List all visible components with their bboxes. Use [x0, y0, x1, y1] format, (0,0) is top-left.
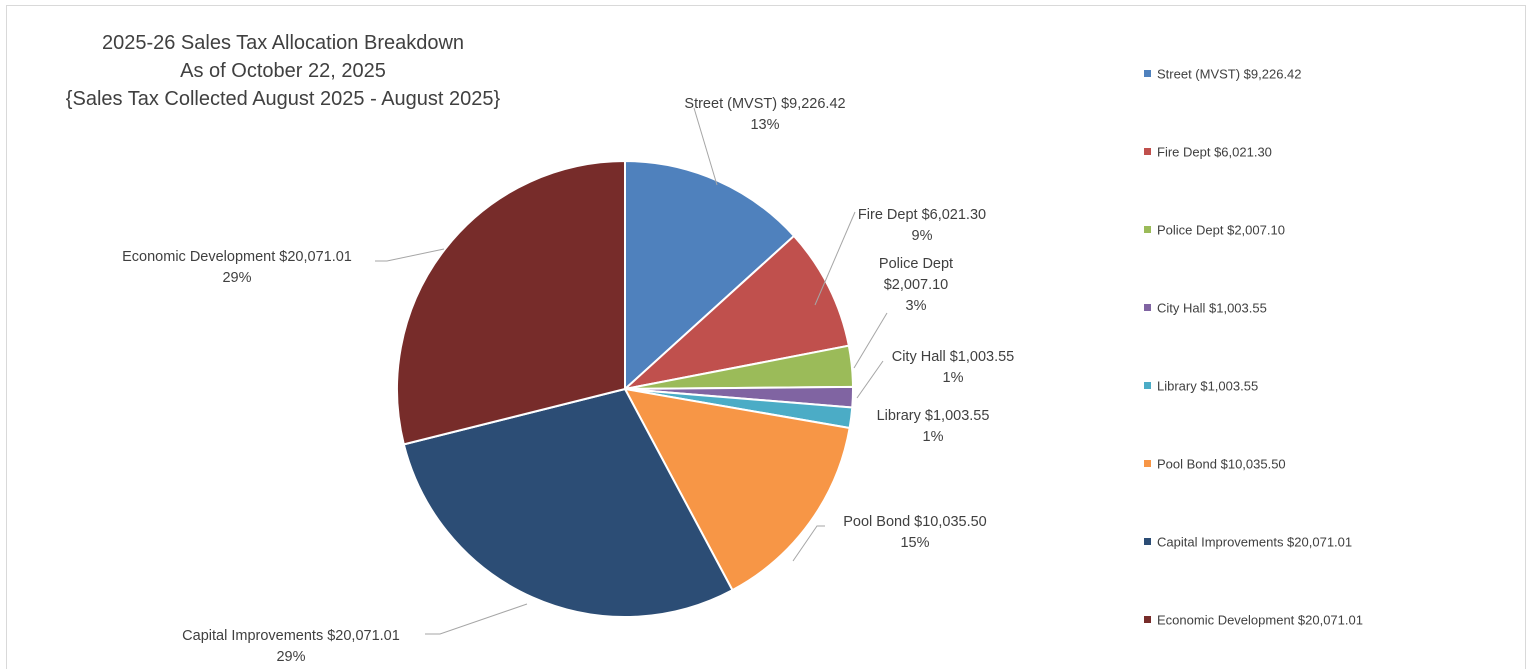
data-label-pool-bond: Pool Bond $10,035.50 15%: [843, 514, 987, 551]
chart-title-line-1: 2025-26 Sales Tax Allocation Breakdown: [102, 32, 464, 54]
data-label-street-mvst: Street (MVST) $9,226.42 13%: [684, 96, 845, 133]
chart-title-line-3: {Sales Tax Collected August 2025 - Augus…: [66, 88, 501, 110]
data-labels: Street (MVST) $9,226.42 13% Fire Dept $6,0…: [122, 96, 1014, 665]
legend-swatch-capital-improvements: [1144, 538, 1151, 545]
legend-swatch-library: [1144, 382, 1151, 389]
pie-slice-pool-bond: [623, 387, 851, 592]
pie-slice-fire-dept: [621, 234, 851, 391]
leader-lines: [375, 107, 888, 635]
pie-slices: [396, 159, 854, 618]
legend-label-economic-development: Economic Development $20,071.01: [1157, 613, 1363, 628]
leader-line-police-dept: [853, 312, 888, 369]
pie-slice-capital-improvements: [402, 387, 734, 618]
legend-label-city-hall: City Hall $1,003.55: [1157, 301, 1267, 316]
legend-label-capital-improvements: Capital Improvements $20,071.01: [1157, 535, 1352, 550]
legend-label-street-mvst: Street (MVST) $9,226.42: [1157, 67, 1302, 82]
legend: Street (MVST) $9,226.42 Fire Dept $6,021.…: [1144, 67, 1363, 628]
leader-line-economic-development: [375, 248, 445, 262]
leader-line-street-mvst: [693, 107, 718, 186]
legend-swatch-pool-bond: [1144, 460, 1151, 467]
legend-label-library: Library $1,003.55: [1157, 379, 1258, 394]
pie-chart: 2025-26 Sales Tax Allocation Breakdown A…: [66, 32, 1363, 665]
legend-swatch-economic-development: [1144, 616, 1151, 623]
chart-area: 2025-26 Sales Tax Allocation Breakdown A…: [6, 5, 1526, 669]
data-label-police-dept: Police Dept $2,007.10 3%: [879, 256, 953, 314]
legend-swatch-city-hall: [1144, 304, 1151, 311]
pie-slice-street-mvst: [624, 159, 796, 392]
legend-swatch-street-mvst: [1144, 70, 1151, 77]
legend-swatch-police-dept: [1144, 226, 1151, 233]
data-label-economic-development: Economic Development $20,071.01 29%: [122, 249, 352, 286]
data-label-capital-improvements: Capital Improvements $20,071.01 29%: [182, 628, 400, 665]
leader-line-pool-bond: [792, 525, 825, 562]
pie-slice-economic-development: [396, 159, 626, 446]
leader-line-capital-improvements: [425, 603, 528, 635]
chart-title-line-2: As of October 22, 2025: [180, 60, 386, 82]
leader-line-city-hall: [856, 360, 884, 399]
legend-swatch-fire-dept: [1144, 148, 1151, 155]
data-label-fire-dept: Fire Dept $6,021.30 9%: [858, 207, 986, 244]
data-label-library: Library $1,003.55 1%: [877, 408, 990, 445]
legend-label-fire-dept: Fire Dept $6,021.30: [1157, 145, 1272, 160]
data-label-city-hall: City Hall $1,003.55 1%: [892, 349, 1015, 386]
chart-title: 2025-26 Sales Tax Allocation Breakdown A…: [66, 32, 501, 110]
leader-line-fire-dept: [814, 211, 856, 306]
legend-label-pool-bond: Pool Bond $10,035.50: [1157, 457, 1286, 472]
legend-label-police-dept: Police Dept $2,007.10: [1157, 223, 1285, 238]
